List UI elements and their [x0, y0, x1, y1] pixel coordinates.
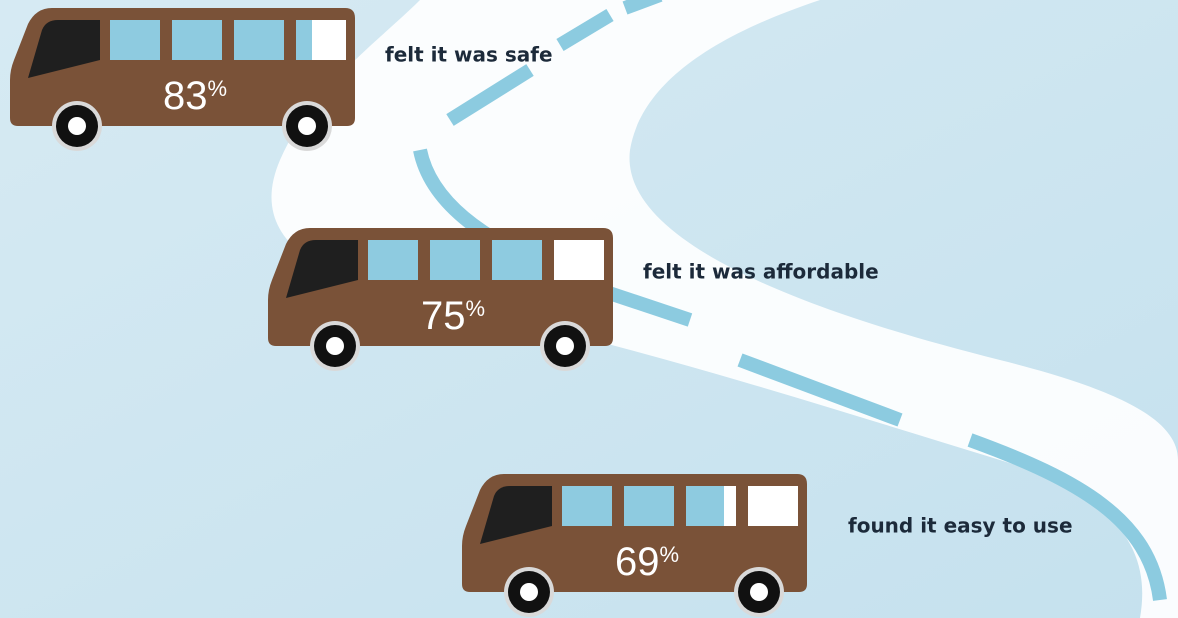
category-label: felt it was safe	[385, 43, 553, 67]
windshield	[28, 20, 100, 78]
windshield	[480, 486, 552, 544]
bus: 75%	[268, 228, 613, 371]
window-fill	[624, 486, 674, 526]
hub	[520, 583, 538, 601]
value-label: 75%	[421, 294, 485, 338]
buses: 83% felt it was safe 75% felt it was afford…	[10, 8, 1073, 617]
value-label: 69%	[615, 540, 679, 584]
window-fill	[686, 486, 724, 526]
category-label: found it easy to use	[848, 514, 1073, 538]
window	[554, 240, 604, 280]
hub	[298, 117, 316, 135]
road-dashes	[413, 0, 1167, 601]
hub	[750, 583, 768, 601]
hub	[556, 337, 574, 355]
value-label: 83%	[163, 74, 227, 118]
bus: 69%	[462, 474, 807, 617]
window	[748, 486, 798, 526]
window-fill	[562, 486, 612, 526]
hub	[326, 337, 344, 355]
bus-fill	[110, 20, 312, 60]
window-fill	[430, 240, 480, 280]
window-fill	[110, 20, 160, 60]
window-fill	[234, 20, 284, 60]
bus-fill	[562, 486, 724, 526]
bus-fill	[368, 240, 542, 280]
road	[271, 0, 1178, 618]
hub	[68, 117, 86, 135]
windshield	[286, 240, 358, 298]
bus: 83%	[10, 8, 355, 151]
window-fill	[172, 20, 222, 60]
window-fill	[492, 240, 542, 280]
window-fill	[296, 20, 312, 60]
category-label: felt it was affordable	[643, 260, 879, 284]
window-fill	[368, 240, 418, 280]
